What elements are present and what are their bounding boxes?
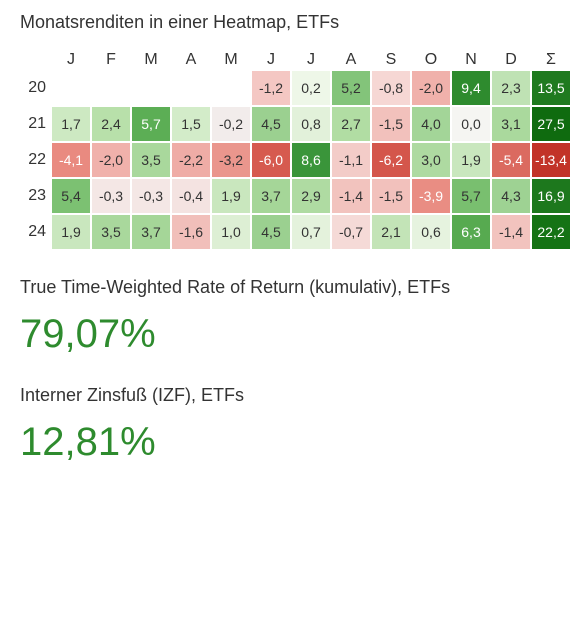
- metric-title: True Time-Weighted Rate of Return (kumul…: [20, 277, 575, 298]
- heatmap-col-header: N: [452, 51, 490, 69]
- heatmap-col-header: A: [172, 51, 210, 69]
- heatmap-cell: 8,6: [292, 143, 330, 177]
- heatmap-cell: 16,9: [532, 179, 570, 213]
- heatmap-cell: -2,0: [412, 71, 450, 105]
- heatmap-row-label: 20: [20, 71, 50, 105]
- heatmap-cell: 6,3: [452, 215, 490, 249]
- heatmap-cell: 1,5: [172, 107, 210, 141]
- heatmap-col-header: O: [412, 51, 450, 69]
- heatmap-empty-cell: [172, 71, 210, 105]
- heatmap-cell: -6,0: [252, 143, 290, 177]
- heatmap-cell: 0,7: [292, 215, 330, 249]
- heatmap-cell: -13,4: [532, 143, 570, 177]
- metric-value: 79,07%: [20, 312, 575, 357]
- metric-title: Interner Zinsfuß (IZF), ETFs: [20, 385, 575, 406]
- heatmap-row-label: 24: [20, 215, 50, 249]
- heatmap-cell: 3,0: [412, 143, 450, 177]
- heatmap-cell: 4,3: [492, 179, 530, 213]
- heatmap-col-header: F: [92, 51, 130, 69]
- heatmap-col-header: A: [332, 51, 370, 69]
- heatmap-col-header: M: [212, 51, 250, 69]
- heatmap-cell: -0,7: [332, 215, 370, 249]
- heatmap-cell: -1,6: [172, 215, 210, 249]
- heatmap-cell: -1,2: [252, 71, 290, 105]
- heatmap-cell: -2,0: [92, 143, 130, 177]
- heatmap-cell: -0,8: [372, 71, 410, 105]
- heatmap-cell: -1,5: [372, 107, 410, 141]
- heatmap-row-label: 23: [20, 179, 50, 213]
- heatmap-cell: 2,3: [492, 71, 530, 105]
- heatmap-cell: 5,4: [52, 179, 90, 213]
- metric-value: 12,81%: [20, 420, 575, 465]
- heatmap-cell: 2,9: [292, 179, 330, 213]
- heatmap-cell: -4,1: [52, 143, 90, 177]
- heatmap-cell: 2,1: [372, 215, 410, 249]
- heatmap-cell: 9,4: [452, 71, 490, 105]
- heatmap-row-label: 21: [20, 107, 50, 141]
- heatmap-cell: 0,2: [292, 71, 330, 105]
- heatmap-cell: 5,2: [332, 71, 370, 105]
- heatmap-cell: 4,0: [412, 107, 450, 141]
- heatmap-cell: -1,5: [372, 179, 410, 213]
- heatmap-title: Monatsrenditen in einer Heatmap, ETFs: [20, 12, 575, 33]
- heatmap-cell: -0,4: [172, 179, 210, 213]
- heatmap-cell: 3,5: [132, 143, 170, 177]
- heatmap-empty-cell: [92, 71, 130, 105]
- heatmap-empty-cell: [132, 71, 170, 105]
- heatmap-col-header: J: [52, 51, 90, 69]
- heatmap-col-header: Σ: [532, 51, 570, 69]
- heatmap-cell: 2,7: [332, 107, 370, 141]
- heatmap-cell: 1,9: [212, 179, 250, 213]
- heatmap-cell: -1,4: [332, 179, 370, 213]
- heatmap-cell: 3,5: [92, 215, 130, 249]
- heatmap-cell: 27,5: [532, 107, 570, 141]
- heatmap-col-header: D: [492, 51, 530, 69]
- heatmap-cell: -0,3: [92, 179, 130, 213]
- heatmap-cell: 5,7: [132, 107, 170, 141]
- heatmap-cell: 0,8: [292, 107, 330, 141]
- heatmap-cell: -5,4: [492, 143, 530, 177]
- heatmap-cell: 1,9: [452, 143, 490, 177]
- heatmap-cell: -2,2: [172, 143, 210, 177]
- heatmap-cell: -3,9: [412, 179, 450, 213]
- heatmap-cell: -0,2: [212, 107, 250, 141]
- heatmap-col-header: M: [132, 51, 170, 69]
- heatmap-empty-cell: [52, 71, 90, 105]
- heatmap-cell: 2,4: [92, 107, 130, 141]
- heatmap-cell: 1,0: [212, 215, 250, 249]
- heatmap-cell: -1,4: [492, 215, 530, 249]
- heatmap-corner: [20, 51, 50, 69]
- metrics-container: True Time-Weighted Rate of Return (kumul…: [20, 277, 575, 465]
- heatmap-cell: 3,7: [252, 179, 290, 213]
- heatmap-cell: 3,1: [492, 107, 530, 141]
- heatmap-cell: 1,9: [52, 215, 90, 249]
- heatmap-cell: 4,5: [252, 107, 290, 141]
- heatmap-cell: -6,2: [372, 143, 410, 177]
- heatmap-cell: 22,2: [532, 215, 570, 249]
- heatmap-grid: JFMAMJJASONDΣ20-1,20,25,2-0,8-2,09,42,31…: [20, 51, 575, 249]
- heatmap-cell: -3,2: [212, 143, 250, 177]
- heatmap-cell: 5,7: [452, 179, 490, 213]
- heatmap-cell: 13,5: [532, 71, 570, 105]
- heatmap-col-header: J: [292, 51, 330, 69]
- heatmap-cell: 0,6: [412, 215, 450, 249]
- heatmap-empty-cell: [212, 71, 250, 105]
- heatmap-cell: -0,3: [132, 179, 170, 213]
- heatmap-col-header: S: [372, 51, 410, 69]
- heatmap-cell: 4,5: [252, 215, 290, 249]
- heatmap-cell: 0,0: [452, 107, 490, 141]
- heatmap-cell: -1,1: [332, 143, 370, 177]
- heatmap-col-header: J: [252, 51, 290, 69]
- heatmap-row-label: 22: [20, 143, 50, 177]
- heatmap-cell: 1,7: [52, 107, 90, 141]
- dashboard-container: Monatsrenditen in einer Heatmap, ETFs JF…: [0, 0, 583, 501]
- heatmap-cell: 3,7: [132, 215, 170, 249]
